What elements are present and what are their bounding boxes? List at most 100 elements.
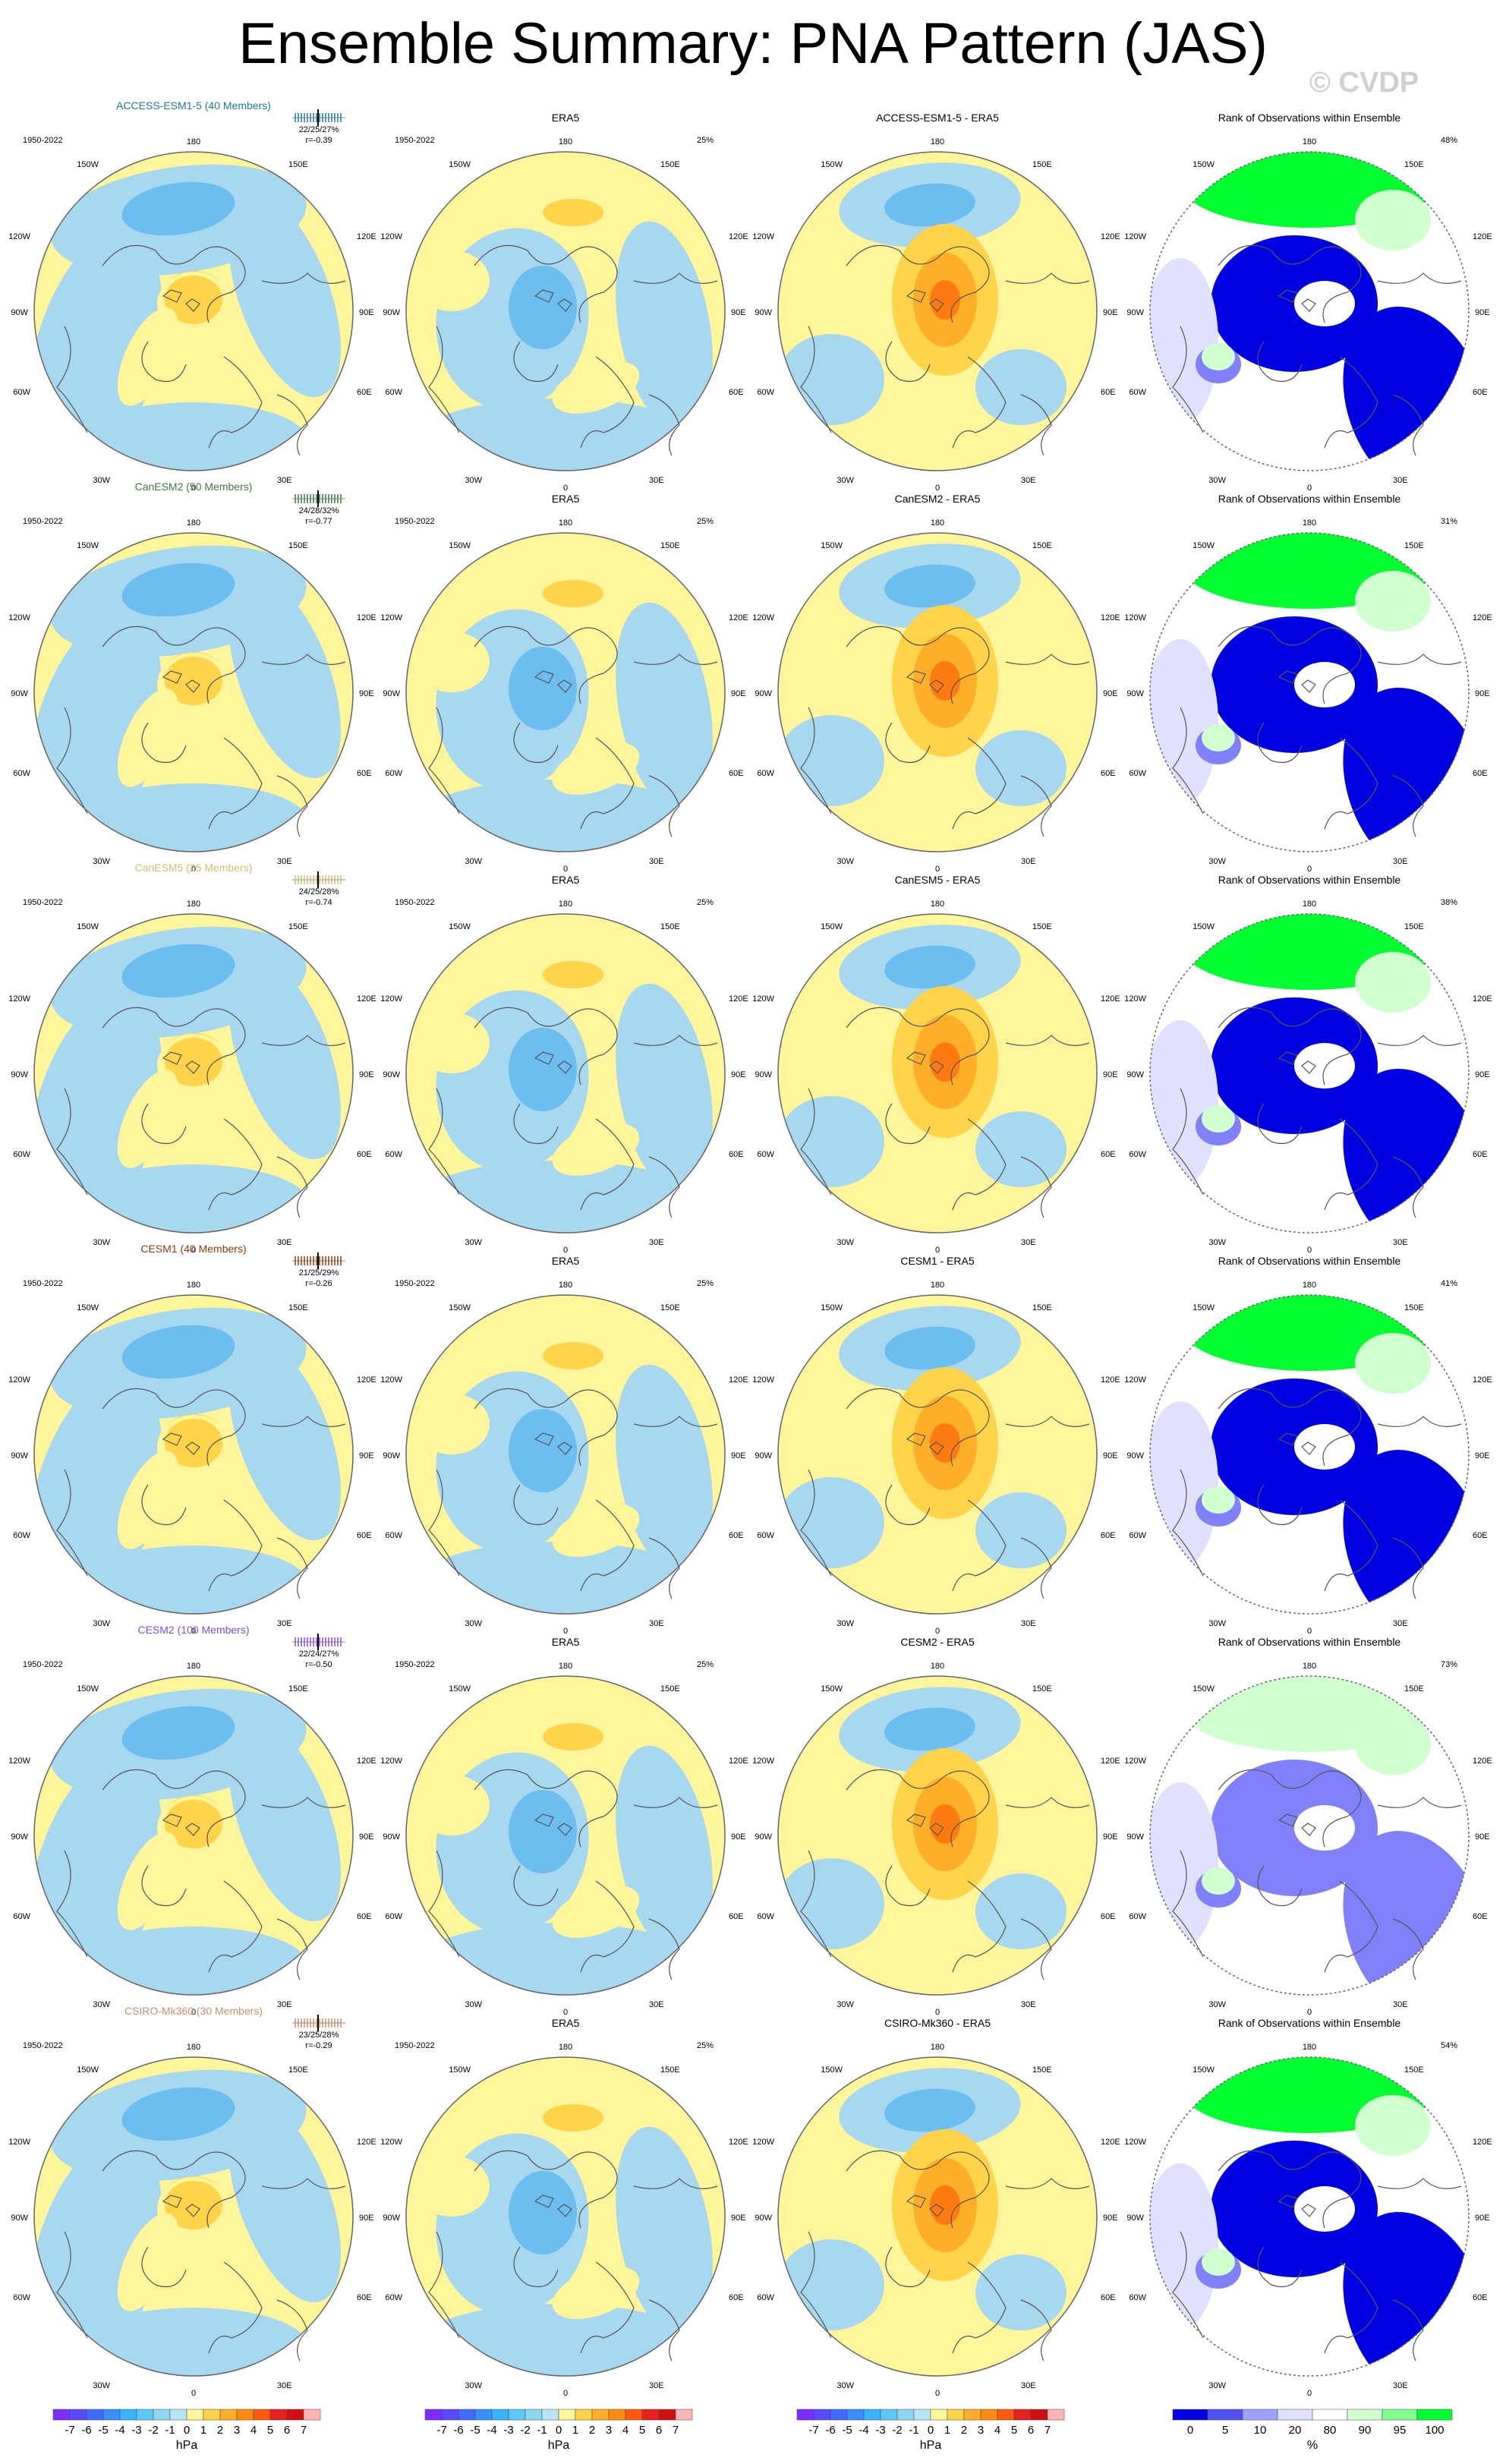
map-boundary: [777, 532, 1098, 852]
longitude-label: 90E: [359, 689, 374, 698]
longitude-label: 150E: [1032, 2065, 1052, 2075]
longitude-label: 60W: [1129, 769, 1146, 778]
longitude-label: 120W: [1124, 1375, 1146, 1385]
colorbar-tick-label: -6: [81, 2424, 91, 2437]
longitude-label: 120W: [8, 1375, 30, 1385]
longitude-label: 60E: [357, 769, 372, 778]
rank-field: [1150, 914, 1469, 1233]
longitude-label: 60W: [13, 1531, 30, 1540]
longitude-label: 180: [931, 900, 944, 909]
difference-title: CanESM2 - ERA5: [895, 493, 981, 505]
pattern-correlation: r=-0.50: [305, 1660, 332, 1669]
variance-stats: 22/24/27%: [299, 1649, 339, 1659]
colorbar-tick-label: 1: [572, 2424, 578, 2437]
colorbar-swatch: [458, 2409, 476, 2421]
longitude-label: 120W: [8, 232, 30, 241]
longitude-label: 30E: [649, 857, 664, 866]
longitude-label: 90E: [1103, 1832, 1118, 1842]
colorbar-tick-label: 5: [639, 2424, 645, 2437]
colorbar-tick-label: 0: [928, 2424, 934, 2437]
rank-field: [1150, 1295, 1469, 1614]
longitude-label: 60W: [385, 2293, 402, 2302]
longitude-label: 90E: [731, 2214, 746, 2223]
longitude-label: 30W: [836, 2000, 854, 2009]
longitude-label: 150W: [1193, 922, 1215, 931]
pattern-field: [406, 1295, 725, 1614]
longitude-label: 0: [191, 1627, 196, 1636]
longitude-label: 180: [187, 900, 200, 909]
longitude-label: 60W: [385, 388, 402, 397]
longitude-label: 60E: [729, 1531, 744, 1540]
pattern-correlation: r=-0.26: [305, 1279, 332, 1288]
longitude-label: 120E: [1473, 994, 1492, 1004]
period-label: 1950-2022: [395, 1660, 435, 1669]
panel-row: CESM1 (40 Members) 1950-2022 21/25/29%r=-0…: [8, 1243, 1492, 1636]
longitude-label: 0: [935, 865, 940, 874]
obs-panel: ERA5 1950-2022 25% 180 150W 150E 120W 120E 90W 90…: [380, 2017, 748, 2398]
difference-panel: ACCESS-ESM1-5 - ERA5 180 150W 150E 120W 120E 9…: [752, 112, 1120, 493]
longitude-label: 150W: [77, 922, 99, 931]
pattern-correlation: r=-0.29: [305, 2041, 332, 2050]
model-title: CESM2 (100 Members): [137, 1624, 249, 1636]
longitude-label: 120W: [752, 232, 774, 241]
panel-row: CSIRO-Mk360 (30 Members) 1950-2022 23/25/2…: [8, 2005, 1492, 2398]
longitude-label: 120E: [1101, 2138, 1120, 2147]
longitude-label: 150E: [288, 160, 308, 169]
rank-title: Rank of Observations within Ensemble: [1218, 112, 1401, 124]
obs-panel: ERA5 1950-2022 25% 180 150W 150E 120W 120E 90W 90…: [380, 1636, 748, 2017]
colorbar-swatch: [591, 2409, 610, 2421]
longitude-label: 90W: [11, 1070, 28, 1079]
longitude-label: 150E: [288, 1303, 308, 1312]
longitude-label: 150E: [1404, 2065, 1424, 2075]
longitude-label: 150E: [1404, 1303, 1424, 1312]
longitude-label: 120E: [729, 232, 748, 241]
map-boundary: [1149, 532, 1470, 852]
longitude-label: 0: [191, 2389, 196, 2398]
colorbar-swatch: [1382, 2409, 1418, 2421]
colorbar-tick-label: 100: [1425, 2424, 1444, 2437]
longitude-label: 90W: [1126, 1832, 1144, 1842]
colorbar-swatch: [508, 2409, 526, 2421]
longitude-label: 150E: [1404, 160, 1424, 169]
longitude-label: 120W: [752, 613, 774, 622]
difference-panel: CanESM5 - ERA5 180 150W 150E 120W 120E 90W 90E 6…: [752, 874, 1120, 1255]
map-boundary: [33, 913, 354, 1234]
colorbar-swatch: [558, 2409, 576, 2421]
longitude-label: 90E: [731, 1451, 746, 1460]
rank-title: Rank of Observations within Ensemble: [1218, 493, 1401, 505]
difference-title: CESM1 - ERA5: [900, 1255, 974, 1267]
colorbar-swatch: [980, 2409, 998, 2421]
colorbar-tick-label: 90: [1359, 2424, 1372, 2437]
longitude-label: 180: [559, 137, 572, 147]
obs-title: ERA5: [552, 112, 580, 124]
longitude-label: 90W: [383, 2214, 400, 2223]
longitude-label: 120E: [357, 1375, 376, 1385]
longitude-label: 90E: [1103, 2214, 1118, 2223]
colorbar-tick-label: 4: [994, 2424, 1000, 2437]
colorbar-swatch: [1207, 2409, 1243, 2421]
colorbar-tick-label: 10: [1254, 2424, 1267, 2437]
colorbar-tick-label: 0: [556, 2424, 562, 2437]
colorbar-unit: %: [1307, 2439, 1318, 2452]
period-label: 1950-2022: [395, 898, 435, 907]
longitude-label: 150E: [660, 541, 680, 550]
longitude-label: 150W: [449, 541, 471, 550]
longitude-label: 90W: [11, 1832, 28, 1842]
longitude-label: 150W: [1193, 1303, 1215, 1312]
longitude-label: 120W: [752, 994, 774, 1004]
colorbar-swatch: [474, 2409, 493, 2421]
longitude-label: 180: [187, 518, 200, 528]
map-boundary: [405, 151, 726, 471]
map-boundary: [405, 1675, 726, 1996]
longitude-label: 120W: [380, 232, 402, 241]
colorbar-swatch: [236, 2409, 254, 2421]
longitude-label: 90W: [755, 308, 772, 317]
longitude-label: 60W: [757, 1531, 774, 1540]
obs-panel: ERA5 1950-2022 25% 180 150W 150E 120W 120E 90W 90…: [380, 493, 748, 874]
longitude-label: 30E: [1393, 1619, 1408, 1628]
longitude-label: 0: [191, 865, 196, 874]
longitude-label: 120E: [1101, 613, 1120, 622]
longitude-label: 90W: [11, 2214, 28, 2223]
longitude-label: 90W: [755, 2214, 772, 2223]
colorbar-swatch: [1242, 2409, 1278, 2421]
